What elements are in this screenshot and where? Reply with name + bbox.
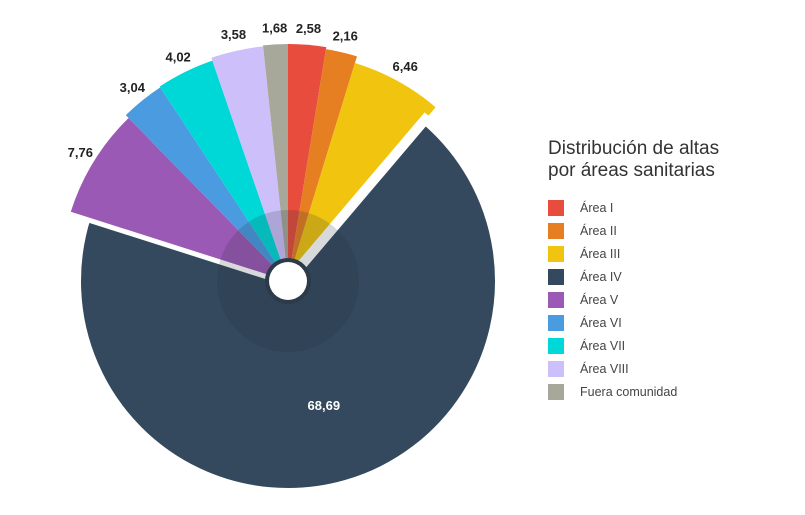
legend-swatch bbox=[548, 222, 564, 239]
data-label: 6,46 bbox=[393, 59, 418, 74]
data-label: 68,69 bbox=[308, 398, 341, 413]
legend-item: Área III bbox=[548, 242, 748, 265]
legend-swatch bbox=[548, 383, 564, 400]
legend-item: Área VII bbox=[548, 334, 748, 357]
pie-slice bbox=[70, 118, 288, 281]
pie-slice bbox=[71, 112, 505, 498]
data-label: 3,04 bbox=[120, 80, 146, 95]
legend-swatch bbox=[548, 337, 564, 354]
legend-label: Área VII bbox=[580, 338, 626, 353]
pie-slice bbox=[288, 49, 357, 282]
legend: Distribución de altas por áreas sanitari… bbox=[548, 138, 748, 403]
pie-slice bbox=[125, 87, 288, 281]
chart-title: Distribución de altas por áreas sanitari… bbox=[548, 138, 720, 181]
legend-label: Área VIII bbox=[580, 361, 629, 376]
pie-slice bbox=[159, 60, 288, 281]
legend-label: Área II bbox=[580, 223, 617, 238]
data-label: 3,58 bbox=[221, 27, 246, 42]
pie-chart: 2,58 2,16 6,46 68,69 7,76 3,04 4,02 3,58 1,68 bbox=[67, 20, 505, 498]
legend-label: Área V bbox=[580, 292, 619, 307]
center-hole bbox=[269, 262, 307, 300]
data-label: 1,68 bbox=[262, 20, 287, 35]
pie-slice bbox=[288, 63, 436, 282]
legend-item: Área I bbox=[548, 196, 748, 219]
legend-swatch bbox=[548, 314, 564, 331]
legend-swatch bbox=[548, 360, 564, 377]
legend-item: Área V bbox=[548, 288, 748, 311]
data-label: 2,58 bbox=[296, 21, 321, 36]
legend-item: Área II bbox=[548, 219, 748, 242]
data-label: 7,76 bbox=[68, 145, 93, 160]
legend-swatch bbox=[548, 245, 564, 262]
legend-item: Área VIII bbox=[548, 357, 748, 380]
legend-item: Área VI bbox=[548, 311, 748, 334]
legend-label: Área VI bbox=[580, 315, 622, 330]
legend-label: Área IV bbox=[580, 269, 622, 284]
pie-slice bbox=[263, 44, 288, 281]
legend-swatch bbox=[548, 199, 564, 216]
legend-swatch bbox=[548, 268, 564, 285]
pie-slice bbox=[211, 46, 288, 282]
legend-item: Fuera comunidad bbox=[548, 380, 748, 403]
legend-item: Área IV bbox=[548, 265, 748, 288]
legend-label: Área I bbox=[580, 200, 614, 215]
legend-label: Área III bbox=[580, 246, 621, 261]
legend-label: Fuera comunidad bbox=[580, 384, 678, 399]
data-label: 2,16 bbox=[333, 29, 358, 44]
pie-slice bbox=[288, 44, 327, 281]
legend-swatch bbox=[548, 291, 564, 308]
data-label: 4,02 bbox=[165, 50, 190, 65]
